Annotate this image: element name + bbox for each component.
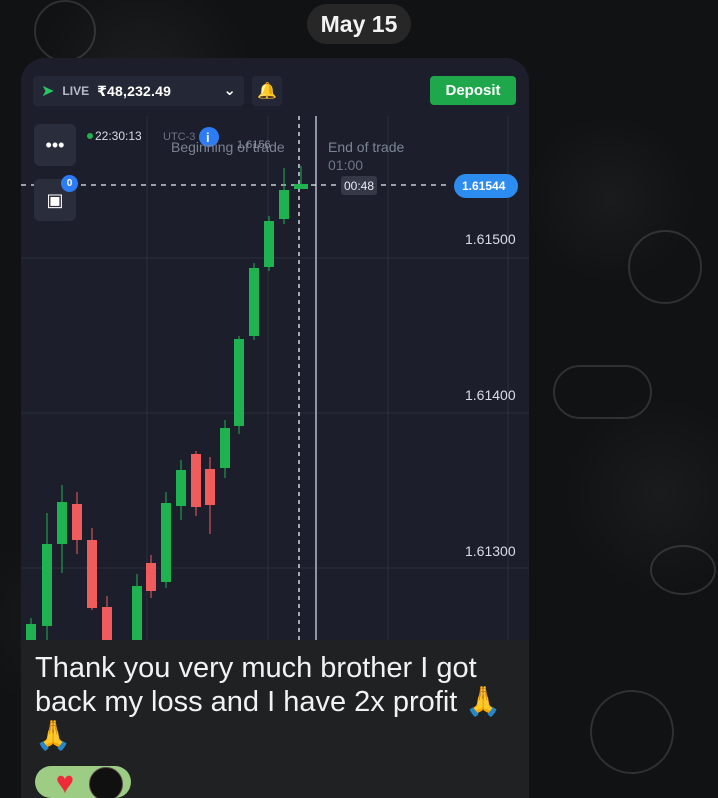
- candle-up: [42, 544, 52, 626]
- doodle-circle: [590, 690, 674, 774]
- candle-up: [161, 503, 171, 582]
- candle-up: [294, 184, 308, 189]
- doodle-circle: [34, 0, 96, 62]
- clock: 22:30:13: [95, 129, 142, 143]
- end-time: 01:00: [328, 157, 363, 173]
- briefcase-icon: ▣: [46, 190, 64, 210]
- trading-topbar: ➤ LIVE ₹48,232.49 ⌄ 🔔: [33, 76, 282, 106]
- price-chart: 22:30:13 UTC-3 i Beginning of trade 1.61…: [21, 58, 529, 640]
- beginning-label: Beginning of trade: [171, 139, 285, 155]
- heart-icon: ♥: [55, 766, 75, 798]
- candle-up: [264, 221, 274, 267]
- candle-up: [132, 586, 142, 640]
- chat-message[interactable]: 22:30:13 UTC-3 i Beginning of trade 1.61…: [21, 58, 529, 798]
- doodle-circle: [628, 230, 702, 304]
- current-price-pill: [454, 174, 518, 198]
- trade-strike: 1.6156: [237, 139, 271, 151]
- price-axis-label: 1.61400: [465, 387, 516, 403]
- more-options-button[interactable]: •••: [34, 124, 76, 166]
- portfolio-badge: 0: [61, 175, 78, 192]
- deposit-button[interactable]: Deposit: [430, 76, 516, 105]
- chevron-down-icon: ⌄: [223, 82, 236, 99]
- candle-up: [220, 428, 230, 468]
- balance-value: ₹48,232.49: [97, 82, 172, 99]
- live-label: LIVE: [62, 84, 90, 98]
- countdown: 00:48: [344, 179, 374, 193]
- countdown-box: [341, 176, 377, 195]
- timezone: UTC-3: [163, 131, 195, 143]
- candle-up: [26, 624, 36, 640]
- doodle-circle: [553, 365, 652, 419]
- info-icon-glyph: i: [206, 130, 210, 145]
- end-label: End of trade: [328, 139, 404, 155]
- candle-down: [191, 454, 201, 507]
- candle-up: [176, 470, 186, 506]
- current-price-label: 1.61544: [462, 179, 506, 193]
- candle-down: [72, 504, 82, 540]
- bell-icon[interactable]: 🔔: [252, 76, 282, 106]
- candle-down: [205, 469, 215, 505]
- live-dot: [87, 133, 93, 139]
- candle-down: [146, 563, 156, 591]
- candle-up: [279, 190, 289, 219]
- trading-chart-screenshot: 22:30:13 UTC-3 i Beginning of trade 1.61…: [21, 58, 529, 640]
- info-icon: [199, 127, 219, 147]
- more-icon: •••: [45, 135, 65, 155]
- price-axis-label: 1.61300: [465, 543, 516, 559]
- candle-up: [234, 339, 244, 426]
- message-text: Thank you very much brother I got back m…: [35, 652, 502, 752]
- candle-up: [57, 502, 67, 544]
- paper-plane-icon: ➤: [41, 83, 55, 100]
- account-selector[interactable]: ➤ LIVE ₹48,232.49 ⌄: [33, 76, 244, 106]
- reaction-chip[interactable]: ♥: [35, 766, 131, 798]
- candle-down: [102, 607, 112, 640]
- candle-down: [87, 540, 97, 608]
- doodle-circle: [650, 545, 716, 595]
- avatar: [89, 767, 123, 798]
- price-axis-label: 1.61500: [465, 231, 516, 247]
- date-separator: May 15: [307, 4, 411, 44]
- candlestick-series: [26, 166, 308, 640]
- candle-up: [249, 268, 259, 336]
